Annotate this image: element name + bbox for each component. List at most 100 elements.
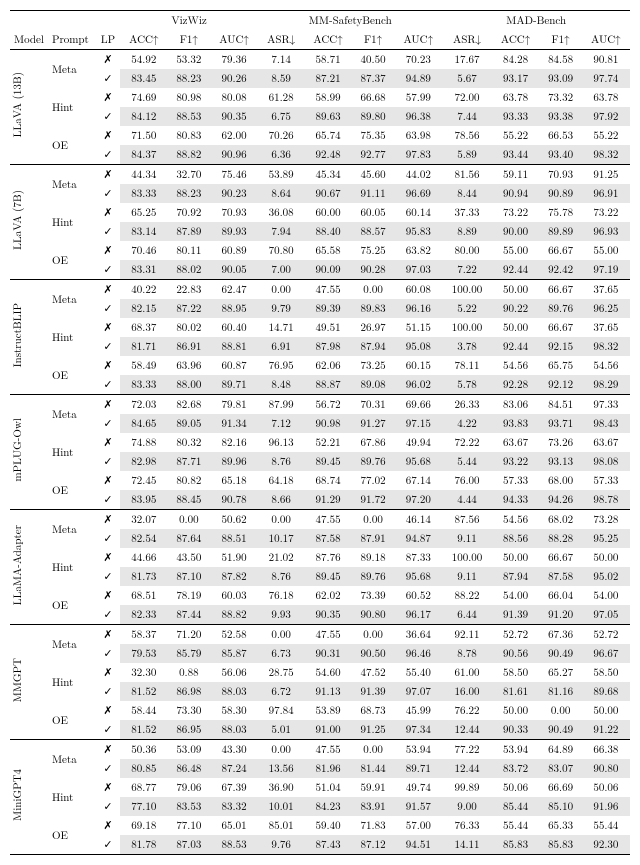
metric-cell: 60.03 — [210, 586, 258, 605]
lp-cell: ✓ — [96, 299, 120, 318]
metric-cell: 61.28 — [258, 88, 304, 107]
metric-cell: 80.82 — [168, 471, 210, 490]
prompt-label: OE — [48, 816, 96, 855]
metric-cell: 40.22 — [120, 280, 168, 300]
metric-cell: 90.00 — [492, 222, 540, 241]
metric-cell: 44.34 — [120, 165, 168, 185]
metric-cell: 78.56 — [442, 126, 491, 145]
metric-cell: 88.45 — [168, 490, 210, 510]
metric-cell: 65.58 — [304, 241, 352, 260]
metric-cell: 67.36 — [539, 625, 581, 645]
metric-cell: 54.56 — [582, 356, 630, 375]
metric-cell: 93.13 — [539, 452, 581, 471]
metric-cell: 50.00 — [582, 548, 630, 567]
metric-cell: 91.39 — [492, 605, 540, 625]
metric-cell: 91.25 — [352, 720, 394, 740]
lp-cell: ✓ — [96, 529, 120, 548]
metric-cell: 73.30 — [168, 701, 210, 720]
metric-cell: 63.82 — [394, 241, 442, 260]
metric-cell: 68.02 — [539, 510, 581, 530]
lp-cell: ✗ — [96, 548, 120, 567]
model-label: mPLUG-Owl — [10, 416, 25, 484]
metric-cell: 0.00 — [352, 280, 394, 300]
table-row: ✓84.6589.0591.347.1290.9891.2797.154.229… — [10, 414, 630, 433]
metric-cell: 66.69 — [539, 778, 581, 797]
metric-cell: 87.44 — [168, 605, 210, 625]
lp-cell: ✗ — [96, 395, 120, 415]
metric-cell: 84.23 — [304, 797, 352, 816]
metric-cell: 84.37 — [120, 145, 168, 165]
table-row: ✓80.8586.4887.2413.5681.9681.4489.7112.4… — [10, 759, 630, 778]
lp-cell: ✗ — [96, 510, 120, 530]
metric-cell: 69.66 — [394, 395, 442, 415]
metric-cell: 46.14 — [394, 510, 442, 530]
metric-cell: 68.77 — [120, 778, 168, 797]
metric-cell: 76.22 — [442, 701, 491, 720]
prompt-label: OE — [48, 241, 96, 280]
metric-cell: 3.78 — [442, 337, 491, 356]
metric-cell: 77.22 — [442, 740, 491, 760]
metric-cell: 5.44 — [442, 452, 491, 471]
metric-cell: 76.18 — [258, 586, 304, 605]
metric-cell: 60.87 — [210, 356, 258, 375]
prompt-label: Meta — [48, 395, 96, 434]
metric-cell: 0.00 — [258, 280, 304, 300]
metric-cell: 50.00 — [492, 548, 540, 567]
metric-cell: 90.96 — [210, 145, 258, 165]
metric-cell: 89.45 — [304, 452, 352, 471]
metric-cell: 87.10 — [168, 567, 210, 586]
metric-cell: 98.32 — [582, 145, 630, 165]
lp-cell: ✓ — [96, 414, 120, 433]
lp-cell: ✗ — [96, 663, 120, 682]
metric-cell: 81.56 — [442, 165, 491, 185]
metric-cell: 88.87 — [304, 375, 352, 395]
metric-cell: 90.22 — [492, 299, 540, 318]
metric-cell: 85.10 — [539, 797, 581, 816]
metric-cell: 94.33 — [492, 490, 540, 510]
metric-cell: 84.58 — [539, 50, 581, 70]
metric-cell: 0.00 — [539, 701, 581, 720]
metric-cell: 97.20 — [394, 490, 442, 510]
lp-cell: ✗ — [96, 165, 120, 185]
metric-cell: 96.91 — [582, 184, 630, 203]
metric-cell: 21.02 — [258, 548, 304, 567]
metric-cell: 92.28 — [492, 375, 540, 395]
metric-cell: 87.76 — [304, 548, 352, 567]
metric-cell: 80.32 — [168, 433, 210, 452]
metric-cell: 51.90 — [210, 548, 258, 567]
metric-cell: 80.85 — [120, 759, 168, 778]
metric-cell: 89.89 — [539, 222, 581, 241]
lp-cell: ✗ — [96, 586, 120, 605]
metric-cell: 70.23 — [394, 50, 442, 70]
metric-cell: 83.33 — [120, 184, 168, 203]
metric-cell: 55.44 — [492, 816, 540, 835]
lp-cell: ✓ — [96, 184, 120, 203]
metric-cell: 16.00 — [442, 682, 491, 701]
dataset-vizwiz: VizWiz — [120, 11, 258, 31]
table-row: ✓83.3388.2390.238.6490.6791.1196.698.449… — [10, 184, 630, 203]
metric-cell: 70.80 — [258, 241, 304, 260]
metric-cell: 90.98 — [304, 414, 352, 433]
metric-cell: 0.00 — [352, 740, 394, 760]
metric-cell: 87.56 — [442, 510, 491, 530]
metric-cell: 70.31 — [352, 395, 394, 415]
metric-cell: 9.11 — [442, 567, 491, 586]
table-row: Hint✗65.2570.9270.9336.0860.0060.0560.14… — [10, 203, 630, 222]
metric-cell: 92.11 — [442, 625, 491, 645]
metric-cell: 9.00 — [442, 797, 491, 816]
metric-cell: 89.76 — [352, 567, 394, 586]
metric-cell: 83.07 — [539, 759, 581, 778]
metric-cell: 90.89 — [539, 184, 581, 203]
model-label: LLaMA-Adapter — [10, 523, 25, 607]
metric-cell: 84.65 — [120, 414, 168, 433]
metric-cell: 89.80 — [352, 107, 394, 126]
metric-cell: 98.08 — [582, 452, 630, 471]
metric-cell: 89.39 — [304, 299, 352, 318]
metric-cell: 88.82 — [210, 605, 258, 625]
lp-cell: ✗ — [96, 203, 120, 222]
metric-cell: 70.93 — [210, 203, 258, 222]
metric-cell: 83.95 — [120, 490, 168, 510]
prompt-label: Hint — [48, 548, 96, 586]
metric-cell: 82.68 — [168, 395, 210, 415]
metric-cell: 12.44 — [442, 720, 491, 740]
